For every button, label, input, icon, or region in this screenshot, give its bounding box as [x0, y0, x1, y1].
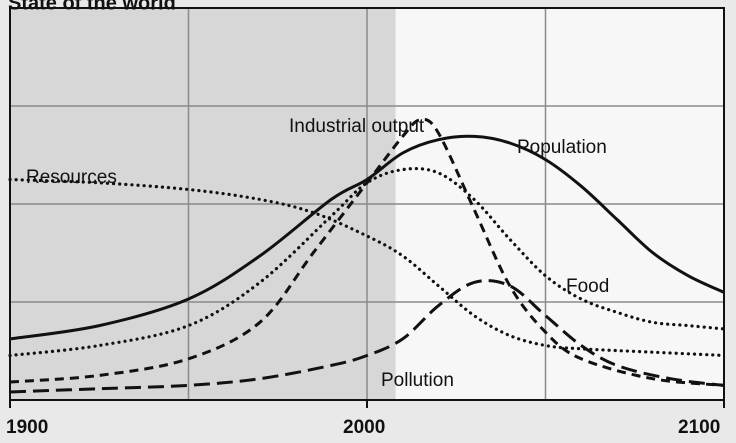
series-line-resources	[8, 177, 726, 358]
chart-title: State of the world	[8, 0, 176, 14]
label-pollution: Pollution	[381, 370, 454, 391]
series-line-pollution	[9, 279, 725, 394]
x-tick-2100: 2100	[678, 417, 720, 438]
x-tick-1900: 1900	[6, 417, 48, 438]
series-line-industrial-output	[9, 118, 725, 387]
plot-frame	[9, 7, 725, 401]
series-lines	[8, 118, 726, 394]
gridlines	[9, 8, 725, 408]
label-industrial-output: Industrial output	[289, 116, 425, 137]
x-tick-2000: 2000	[343, 417, 385, 438]
series-line-population	[9, 134, 725, 341]
label-food: Food	[566, 276, 609, 297]
label-resources: Resources	[26, 167, 117, 188]
label-population: Population	[517, 137, 607, 158]
